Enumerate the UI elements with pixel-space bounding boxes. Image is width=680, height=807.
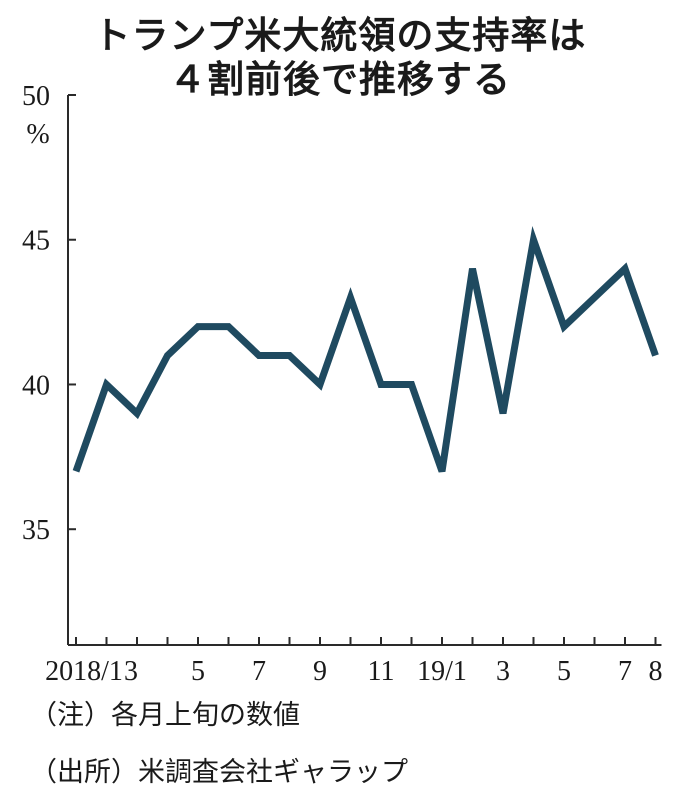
x-tick-label: 7	[618, 656, 632, 687]
y-axis-ticks: 35 40 45 50%	[22, 81, 76, 546]
x-tick-label: 8	[649, 656, 663, 687]
x-tick-label: 19/1	[417, 656, 467, 687]
footnote-note: （注）各月上旬の数値	[30, 700, 300, 731]
x-tick-label: 2018/1	[45, 656, 123, 687]
chart-title-line-2: ４割前後で推移する	[169, 58, 511, 101]
x-tick-label: 3	[124, 656, 138, 687]
x-tick-label: 7	[252, 656, 266, 687]
y-tick-label: 45	[22, 226, 50, 257]
x-tick-label: 5	[191, 656, 205, 687]
approval-line	[72, 225, 659, 473]
y-tick-label: 50	[22, 81, 50, 112]
y-unit-label: %	[26, 119, 49, 150]
y-tick-label: 40	[22, 370, 50, 401]
chart-title-line-1: トランプ米大統領の支持率は	[93, 14, 587, 57]
x-tick-label: 11	[368, 656, 395, 687]
x-axis-ticks: 2018/1 3 5 7 9 11 19/1 3 5 7 8	[45, 637, 663, 687]
approval-series	[72, 225, 659, 473]
y-tick-label: 35	[22, 515, 50, 546]
x-tick-label: 5	[557, 656, 571, 687]
footnote-source: （出所）米調査会社ギャラップ	[30, 757, 408, 788]
x-tick-label: 9	[313, 656, 327, 687]
x-tick-label: 3	[496, 656, 510, 687]
